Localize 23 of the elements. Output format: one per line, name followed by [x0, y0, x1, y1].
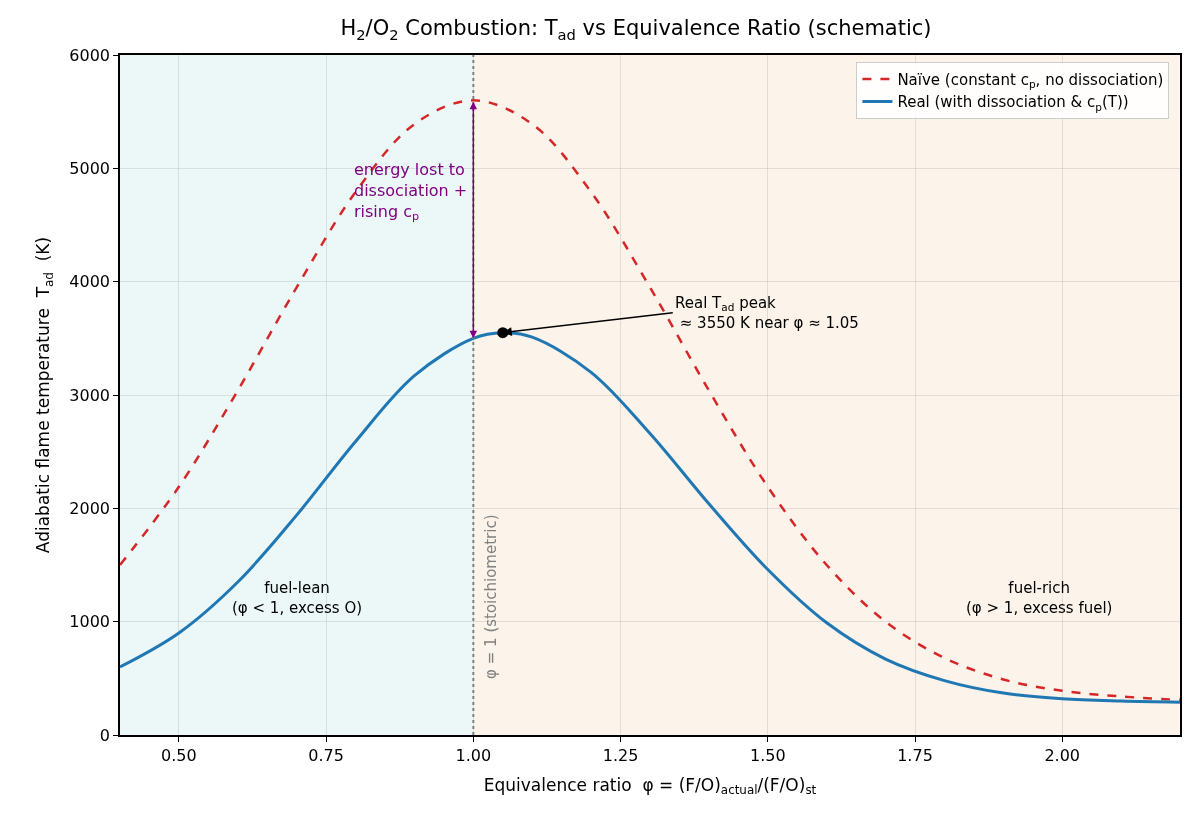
x-axis-title: Equivalence ratio φ = (F/O)$_{actual}$/(F/O)$_{st}$ — [483, 774, 817, 798]
chart-title: H$_{2}$/O$_{2}$ Combustion: T$_{ad}$ vs Equivalence Ratio (schematic) — [340, 16, 932, 43]
legend-label: Real (with dissociation & c$_{p}$(T)) — [897, 93, 1129, 113]
annotation: energy lost to dissociation + rising c$_{p}$ — [354, 160, 468, 223]
band-label: fuel-rich (φ > 1, excess fuel) — [966, 579, 1113, 617]
y-tick-label: 6000 — [69, 45, 111, 65]
y-tick-label: 0 — [99, 725, 111, 745]
ref-line-label: φ = 1 (stoichiometric) — [481, 514, 500, 679]
x-tick-label: 1.00 — [455, 745, 492, 765]
y-tick-label: 5000 — [69, 158, 111, 178]
x-tick-label: 1.75 — [897, 745, 933, 765]
legend-label: Naïve (constant c$_{p}$, no dissociation) — [897, 70, 1164, 91]
y-tick-label: 2000 — [69, 498, 111, 518]
x-tick-label: 1.50 — [749, 745, 786, 765]
x-tick-label: 2.00 — [1044, 745, 1081, 765]
x-tick-label: 0.75 — [308, 745, 344, 765]
y-tick-label: 3000 — [69, 385, 111, 405]
x-tick-label: 0.50 — [161, 745, 197, 765]
annotation: Real T$_{ad}$ peak ≈ 3550 K near φ ≈ 1.05 — [675, 294, 859, 332]
y-tick-label: 1000 — [69, 612, 111, 632]
x-tick-label: 1.25 — [602, 745, 639, 765]
y-tick-label: 4000 — [69, 272, 111, 292]
band-label: fuel-lean (φ < 1, excess O) — [232, 579, 363, 617]
